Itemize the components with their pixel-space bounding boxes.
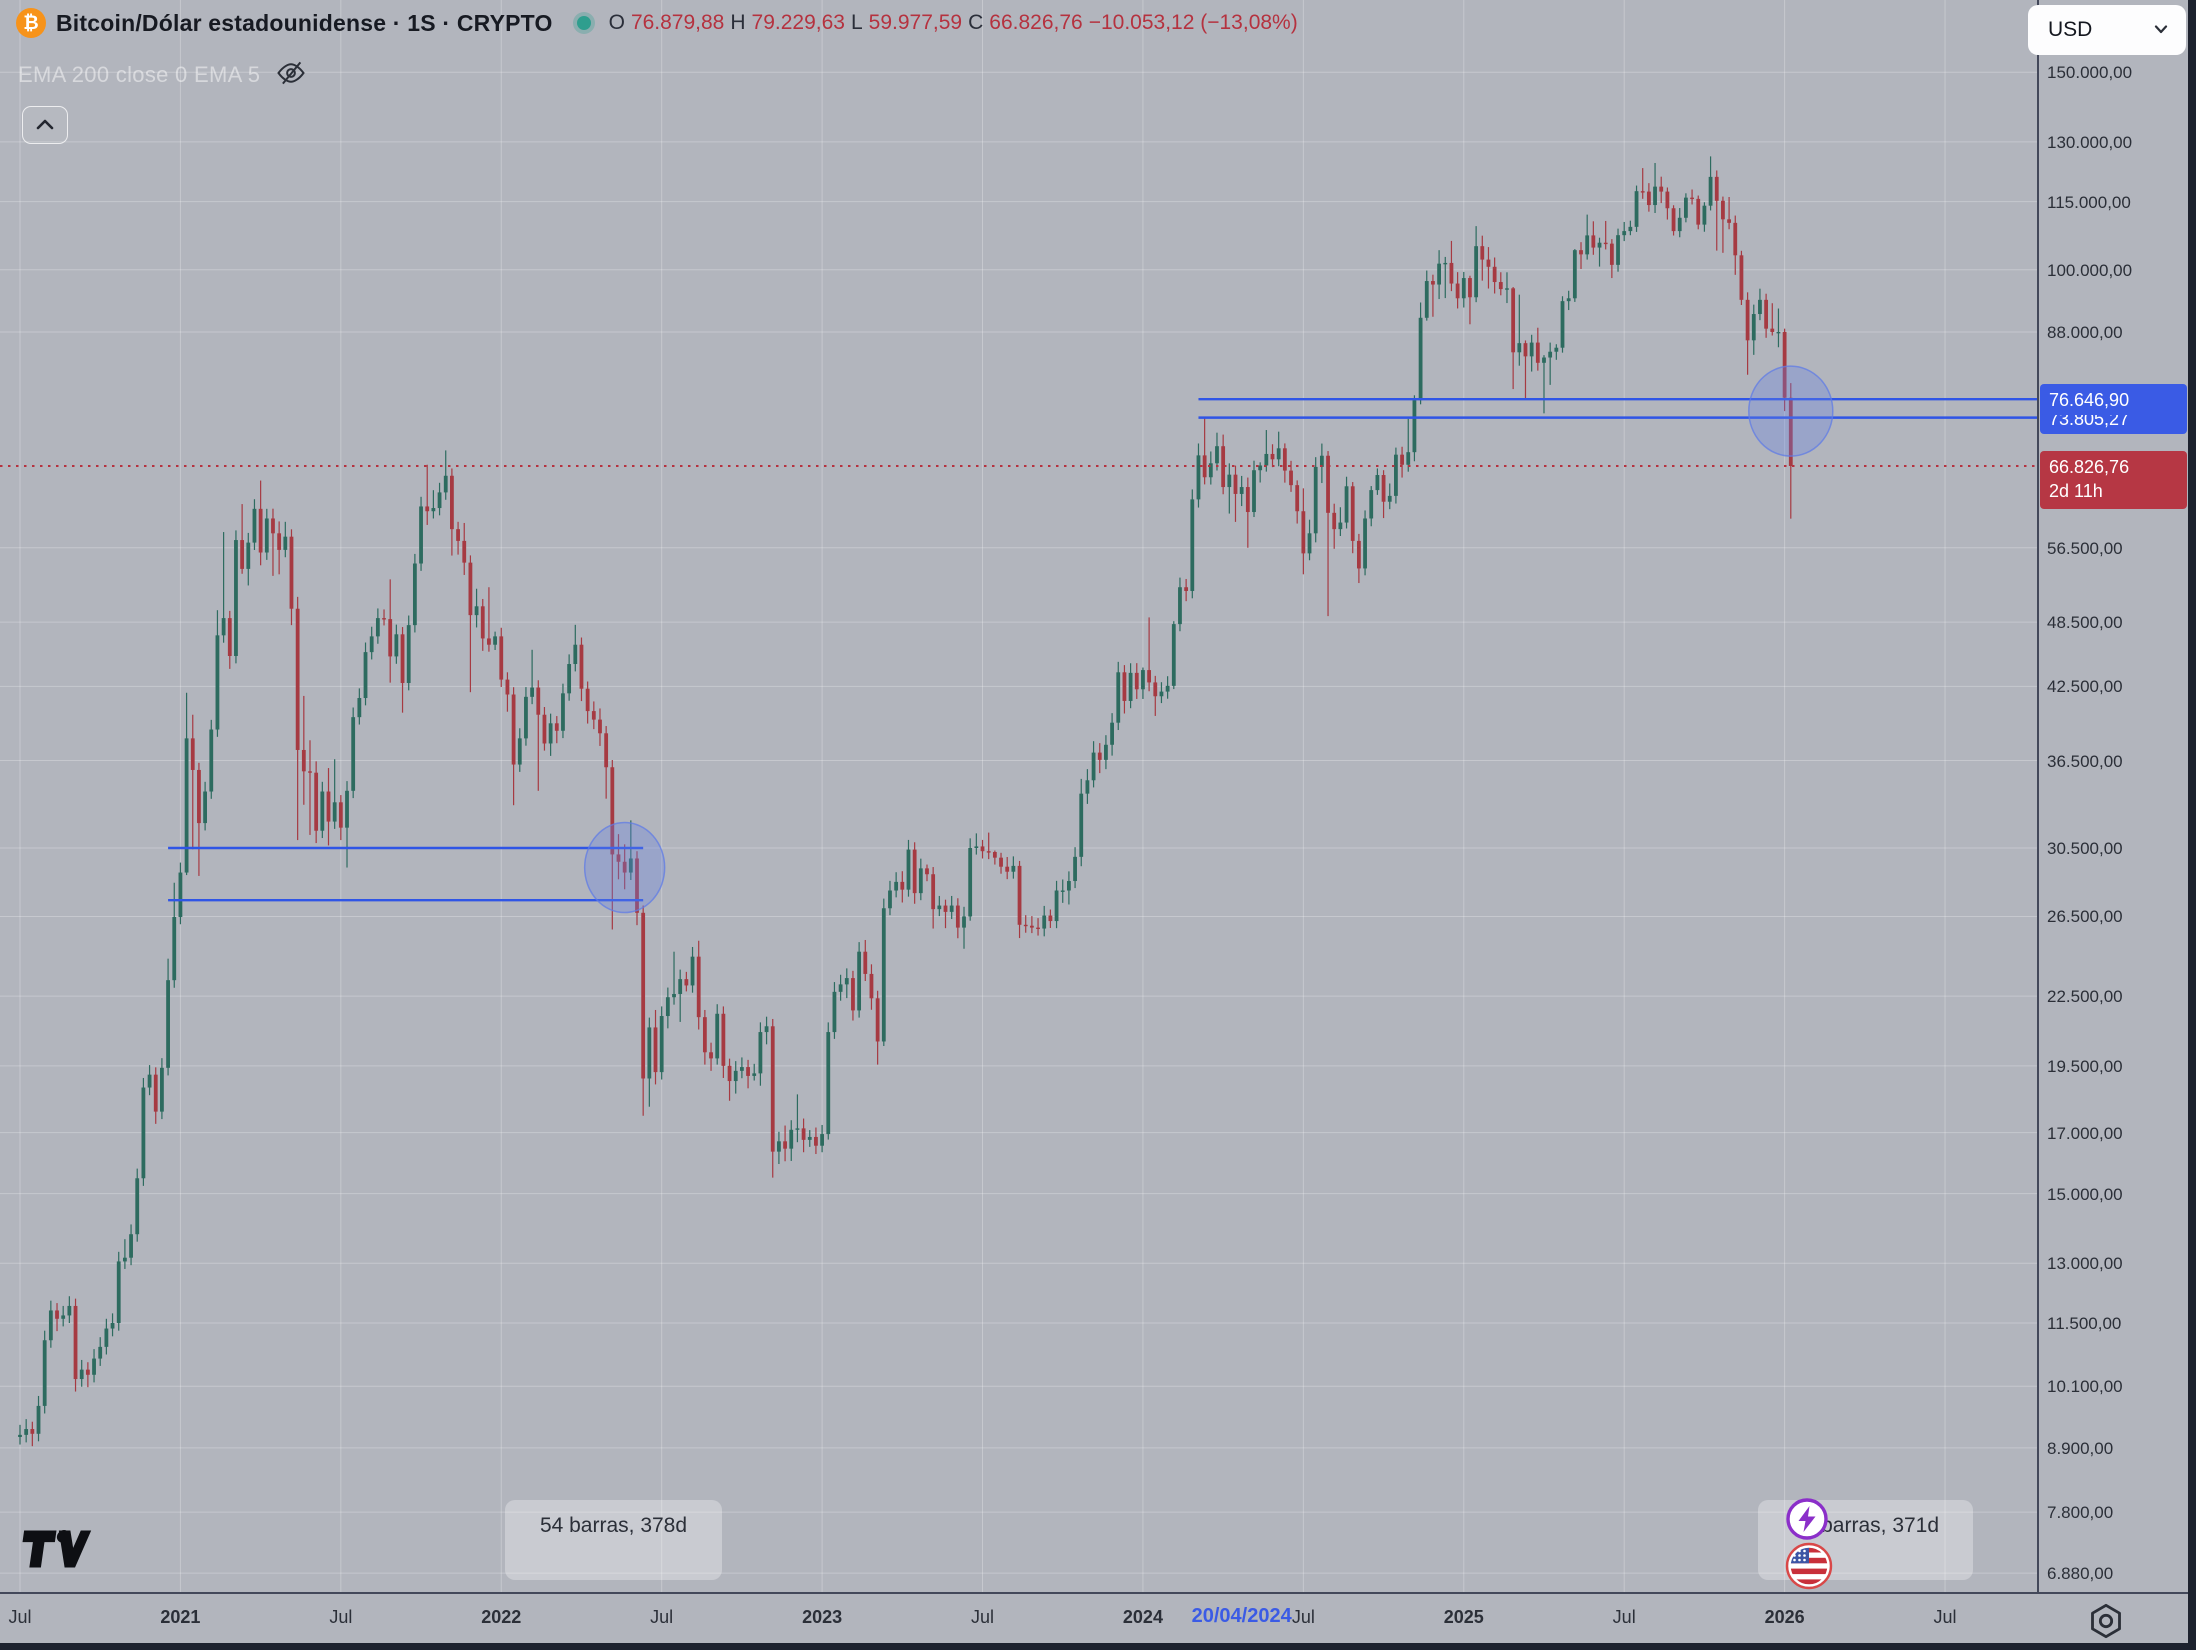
close-label: C (968, 11, 984, 34)
time-tick: Jul (1933, 1607, 1957, 1627)
price-tick: 130.000,00 (2047, 132, 2133, 152)
price-tick: 17.000,00 (2047, 1123, 2123, 1143)
currency-dropdown[interactable]: USD (2028, 5, 2186, 55)
time-tick: 2023 (802, 1607, 843, 1627)
high-label: H (730, 11, 746, 34)
window-edge (2188, 0, 2196, 1650)
candlestick-chart[interactable]: 54 barras, 378d 53 barras, 371d (0, 0, 2037, 1592)
bar-range-measurement-left[interactable]: 54 barras, 378d (505, 1500, 722, 1580)
time-tick: Jul (971, 1607, 995, 1627)
price-tick: 15.000,00 (2047, 1184, 2123, 1204)
chevron-up-icon (33, 115, 57, 136)
price-tick: 6.880,00 (2047, 1564, 2114, 1584)
price-level-label[interactable]: 76.646,90 (2040, 384, 2187, 416)
open-label: O (608, 11, 625, 34)
symbol-title[interactable]: Bitcoin/Dólar estadounidense · 1S · CRYP… (56, 9, 553, 36)
price-tick: 56.500,00 (2047, 538, 2123, 558)
price-tick: 88.000,00 (2047, 322, 2123, 342)
time-tick: Jul (650, 1607, 674, 1627)
hide-indicator-button[interactable] (276, 58, 306, 91)
time-tick: 2025 (1443, 1607, 1484, 1627)
time-tick: 2021 (160, 1607, 201, 1627)
price-tick: 19.500,00 (2047, 1056, 2123, 1076)
chart-canvas[interactable] (0, 0, 2037, 1592)
lightning-event-icon[interactable] (1784, 1496, 1830, 1547)
eye-slash-icon (276, 58, 306, 91)
price-axis[interactable]: 150.000,00 130.000,00 115.000,00 100.000,00… (2037, 0, 2190, 1592)
high-value: 79.229,63 (751, 11, 845, 34)
open-value: 76.879,88 (630, 11, 725, 34)
price-tick: 48.500,00 (2047, 613, 2123, 633)
time-tick: Jul (1291, 1607, 1315, 1627)
us-flag-event-icon[interactable] (1785, 1542, 1833, 1595)
tradingview-logo-icon[interactable] (18, 1524, 92, 1579)
price-tick: 13.000,00 (2047, 1254, 2123, 1274)
axis-settings-gear-icon[interactable] (2086, 1601, 2126, 1646)
measurement-label: 53 barras, 371d (1791, 1514, 1940, 1537)
collapse-panel-button[interactable] (22, 106, 68, 144)
time-axis[interactable]: Jul 2021 Jul 2022 Jul 2023 Jul 2024 Jul 2025 Jul 20… (0, 1592, 2188, 1645)
window-edge (0, 1643, 2196, 1650)
currency-value: USD (2048, 18, 2093, 41)
ohlc-values: O 76.879,88 H 79.229,63 L 59.977,59 C 66… (609, 11, 1298, 35)
low-value: 59.977,59 (868, 11, 963, 34)
price-tick: 22.500,00 (2047, 987, 2123, 1007)
time-tick: Jul (329, 1607, 353, 1627)
change-value: −10.053,12 (−13,08%) (1088, 11, 1298, 34)
price-tick: 42.500,00 (2047, 677, 2123, 697)
indicator-label[interactable]: EMA 200 close 0 EMA 5 (18, 61, 261, 87)
market-status-icon (576, 16, 591, 30)
price-tick: 26.500,00 (2047, 907, 2123, 927)
bitcoin-logo-icon: ₿ (16, 8, 46, 38)
price-tick: 100.000,00 (2047, 260, 2133, 280)
indicator-legend: EMA 200 close 0 EMA 5 (18, 58, 306, 91)
vertical-line-date-label[interactable]: 20/04/2024 (1191, 1605, 1292, 1627)
time-tick: 2026 (1764, 1607, 1805, 1627)
symbol-header: ₿ Bitcoin/Dólar estadounidense · 1S · CR… (16, 8, 1298, 38)
chevron-down-icon (2152, 18, 2170, 42)
price-tick: 11.500,00 (2047, 1314, 2122, 1333)
time-tick: Jul (1612, 1607, 1636, 1627)
price-tick: 7.800,00 (2047, 1503, 2114, 1523)
price-tick: 150.000,00 (2047, 63, 2133, 83)
price-tick: 36.500,00 (2047, 751, 2123, 771)
time-tick: Jul (8, 1607, 32, 1627)
measurement-label: 54 barras, 378d (539, 1514, 688, 1537)
time-tick: 2024 (1122, 1607, 1163, 1627)
price-level-label[interactable]: 66.826,76 2d 11h (2040, 451, 2187, 509)
price-tick: 115.000,00 (2047, 192, 2131, 212)
low-label: L (850, 11, 863, 34)
time-tick: 2022 (481, 1607, 522, 1627)
price-tick: 10.100,00 (2047, 1377, 2123, 1397)
price-tick: 8.900,00 (2047, 1438, 2114, 1458)
close-value: 66.826,76 (989, 11, 1083, 34)
price-tick: 30.500,00 (2047, 838, 2123, 858)
